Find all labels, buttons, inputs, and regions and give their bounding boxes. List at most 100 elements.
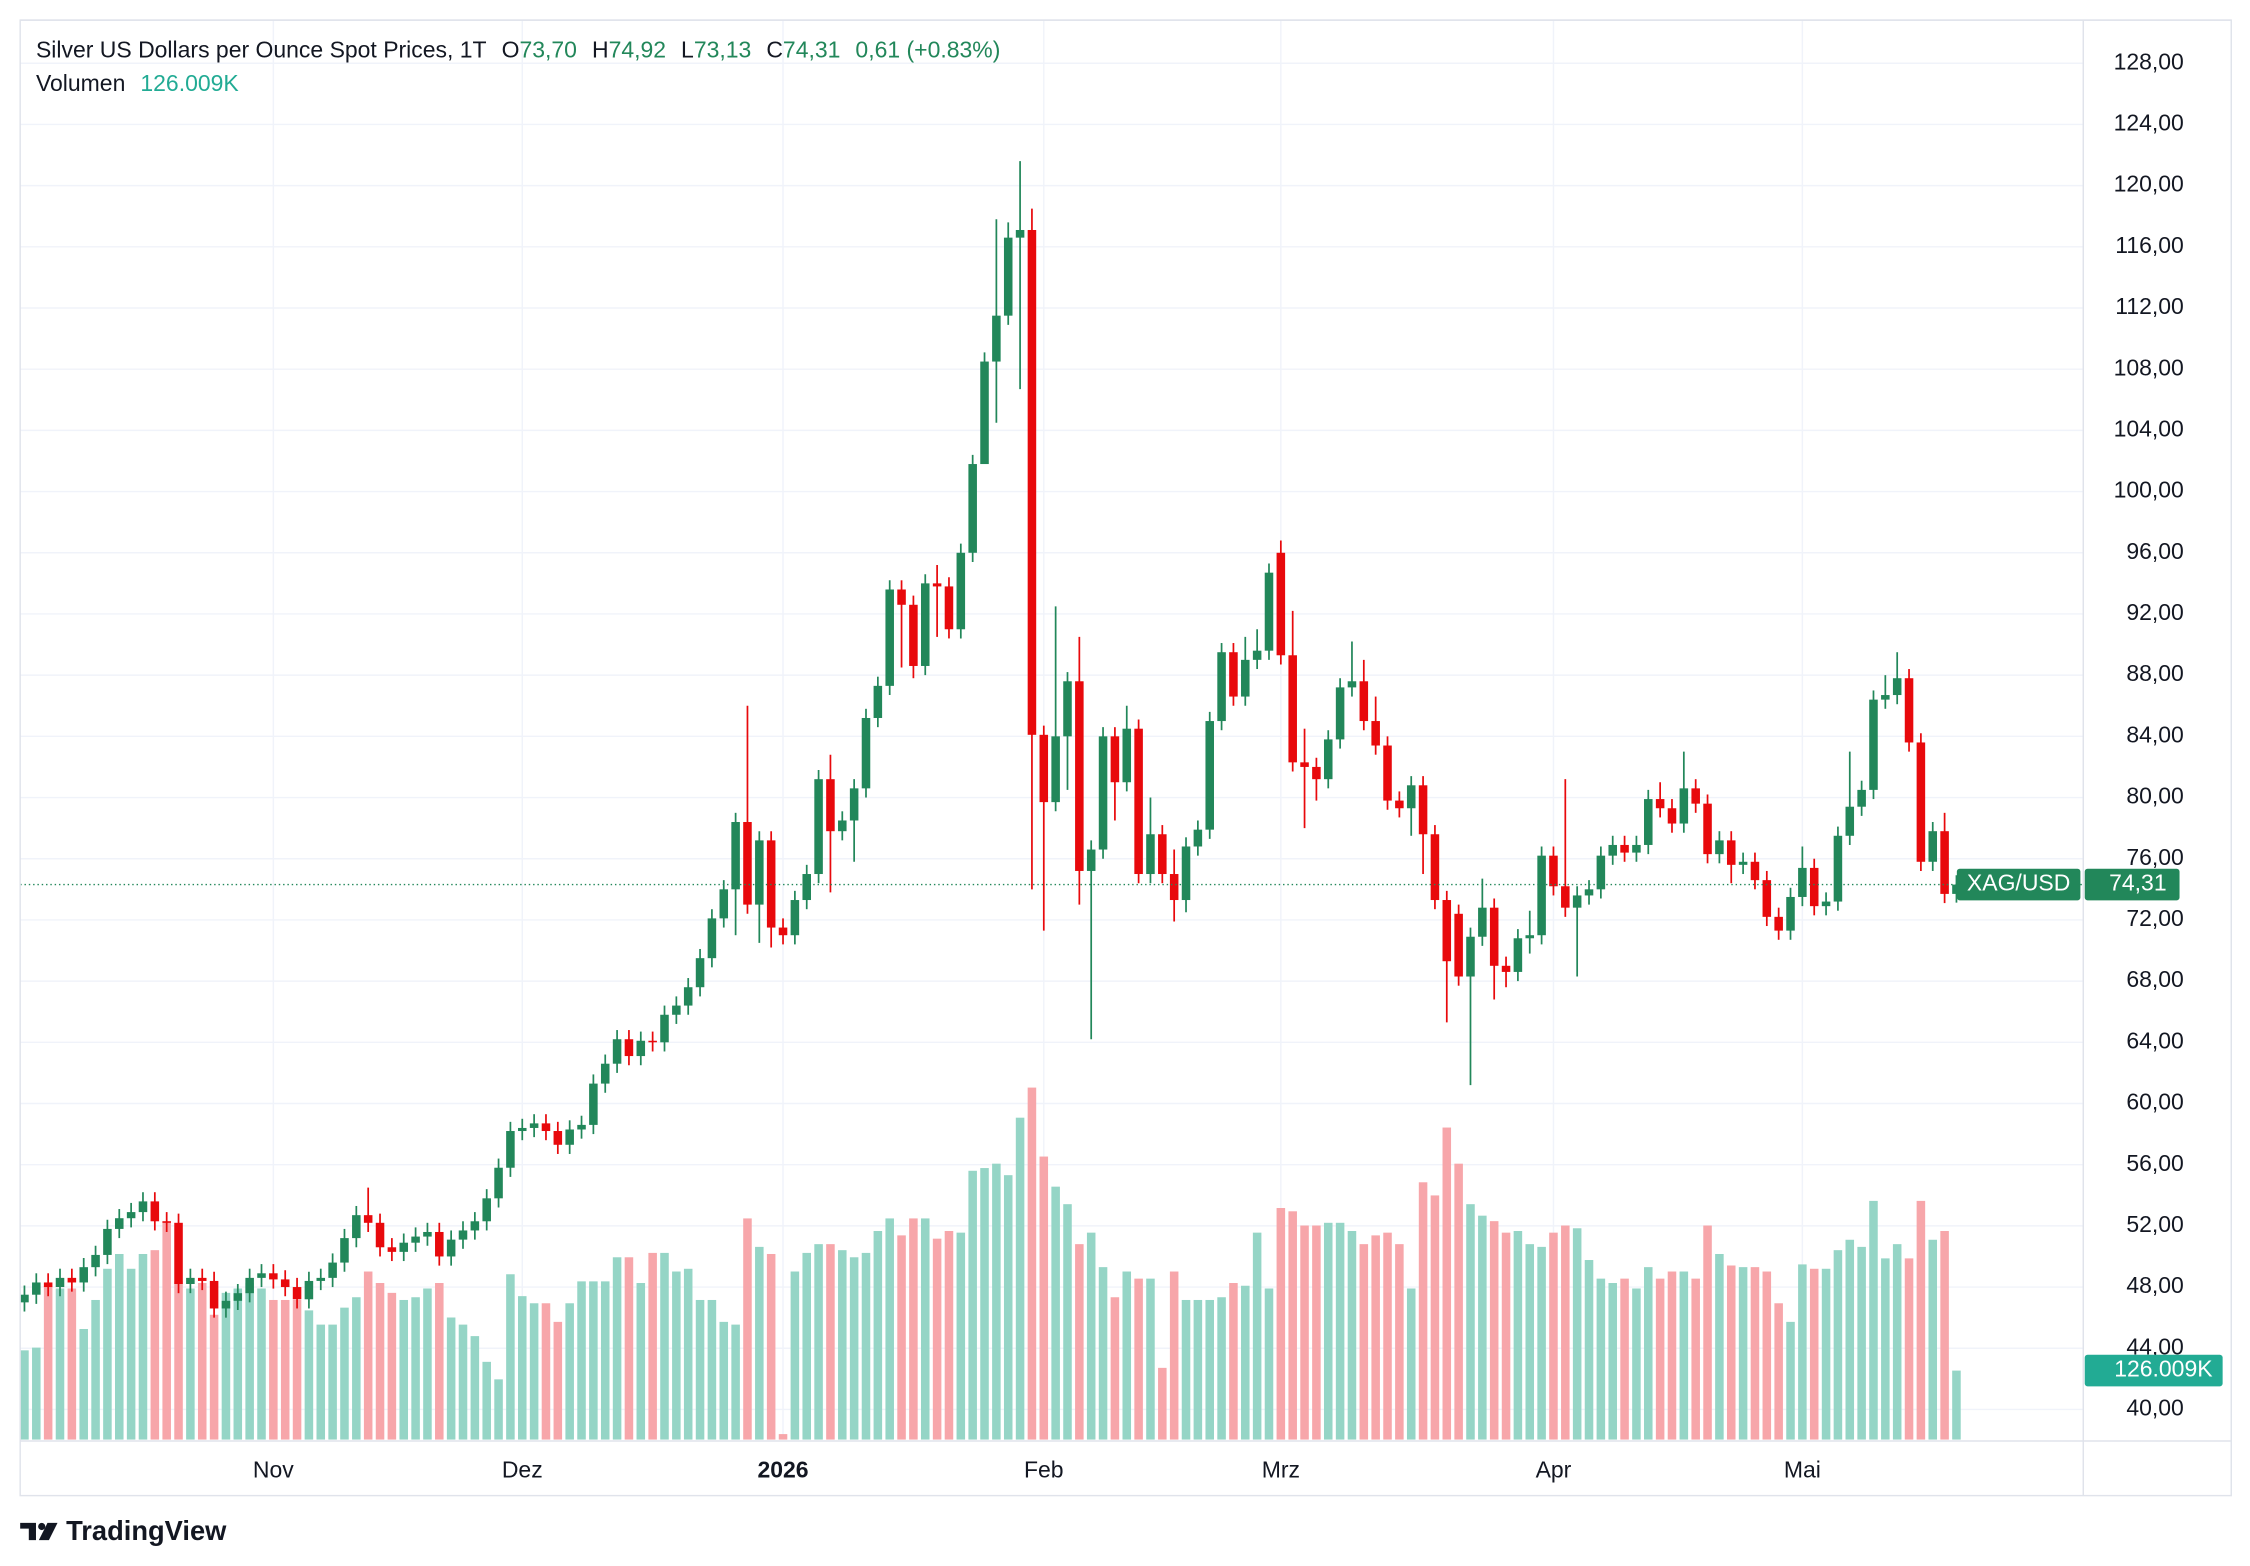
y-tick-label: 88,00 (2126, 660, 2183, 686)
candle-body (1169, 874, 1179, 901)
volume-bar (103, 1268, 112, 1440)
volume-bar (506, 1274, 515, 1440)
x-tick-label: Mai (1784, 1456, 1821, 1482)
volume-bar (363, 1271, 373, 1440)
volume-bar (920, 1218, 930, 1440)
volume-bar (719, 1321, 729, 1440)
candle-body (1264, 572, 1274, 651)
volume-bar (1809, 1268, 1819, 1440)
candle-body (1217, 652, 1226, 722)
volume-bar (162, 1221, 171, 1440)
candle-body (316, 1277, 326, 1281)
candle-body (873, 685, 883, 718)
volume-bar (743, 1218, 752, 1440)
volume-bar (589, 1281, 598, 1440)
candle-body (506, 1131, 515, 1168)
candle-body (55, 1277, 65, 1288)
candle-body (458, 1230, 468, 1240)
volume-bar (826, 1244, 835, 1440)
ohlc-value: 74,92 (609, 37, 666, 63)
volume-bar (304, 1310, 314, 1440)
candle-body (1098, 736, 1108, 850)
candle-body (1430, 834, 1440, 901)
volume-bar (245, 1283, 254, 1440)
candle-body (755, 840, 764, 905)
volume-bar (233, 1288, 243, 1440)
volume-bar (1561, 1225, 1570, 1440)
volume-bar (67, 1288, 77, 1440)
volume-bar (1193, 1299, 1203, 1440)
volume-bar (340, 1307, 349, 1440)
volume-bar (387, 1292, 397, 1440)
legend-header: Silver US Dollars per Ounce Spot Prices,… (36, 37, 1000, 63)
candle-body (435, 1231, 444, 1257)
x-tick-label: Dez (502, 1456, 543, 1482)
volume-bar (1845, 1239, 1855, 1440)
candle-body (932, 583, 942, 587)
candle-body (885, 589, 894, 686)
candle-body (861, 717, 871, 789)
ohlc-value: 74,31 (783, 37, 840, 63)
volume-bar (1892, 1244, 1902, 1440)
volume-bar (1276, 1208, 1286, 1440)
candle-body (1952, 884, 1961, 894)
candle-layer (20, 161, 2084, 1318)
volume-bar (636, 1283, 646, 1440)
candle-body (849, 788, 859, 821)
candle-body (541, 1123, 551, 1132)
candle-body (672, 1005, 681, 1015)
volume-bar (660, 1252, 669, 1440)
volume-bar (1904, 1258, 1914, 1440)
candle-body (304, 1280, 314, 1300)
y-tick-label: 100,00 (2114, 477, 2184, 503)
volume-bar (885, 1218, 894, 1440)
candle-body (1347, 681, 1357, 688)
volume-bar (186, 1288, 195, 1440)
volume-bar (458, 1324, 468, 1440)
candle-body (1454, 913, 1463, 977)
volume-bar (91, 1299, 100, 1440)
candle-body (103, 1228, 112, 1255)
volume-bar (600, 1281, 610, 1440)
volume-bar (1015, 1117, 1025, 1440)
x-tick-label: Nov (253, 1456, 294, 1482)
volume-bar (1478, 1215, 1487, 1440)
candle-body (174, 1222, 183, 1284)
candle-body (1655, 799, 1665, 809)
volume-bar (197, 1283, 207, 1440)
logo-dot (38, 1522, 46, 1531)
volume-bar (897, 1235, 906, 1440)
candle-body (743, 822, 752, 905)
volume-bar (1003, 1175, 1013, 1440)
candle-body (375, 1222, 385, 1248)
volume-bar (1454, 1163, 1463, 1440)
volume-bar (1371, 1235, 1380, 1440)
volume-bar (1158, 1367, 1167, 1440)
candle-body (1075, 681, 1084, 871)
candle-body (600, 1063, 610, 1084)
volume-bar (115, 1253, 124, 1440)
candle-body (1489, 907, 1499, 966)
volume-bar (648, 1252, 657, 1440)
volume-bar (1252, 1232, 1262, 1440)
volume-bar (1063, 1204, 1072, 1440)
candle-body (150, 1201, 160, 1222)
candle-body (956, 552, 966, 630)
candle-body (660, 1014, 669, 1043)
y-tick-label: 40,00 (2126, 1395, 2183, 1421)
logo-slash (38, 1522, 58, 1541)
volume-bar (529, 1303, 539, 1440)
volume-bar (1513, 1231, 1523, 1440)
candle-body (1881, 695, 1890, 700)
volume-bar (707, 1299, 717, 1440)
volume-bar (838, 1250, 847, 1440)
volume-bar (766, 1253, 776, 1440)
volume-bar (375, 1283, 385, 1440)
candle-body (1205, 721, 1214, 830)
volume-bar (1726, 1265, 1736, 1440)
candle-body (683, 987, 693, 1006)
volume-bar (873, 1231, 883, 1440)
volume-bar (755, 1246, 764, 1440)
volume-bar (624, 1257, 634, 1440)
candle-body (1537, 855, 1546, 936)
